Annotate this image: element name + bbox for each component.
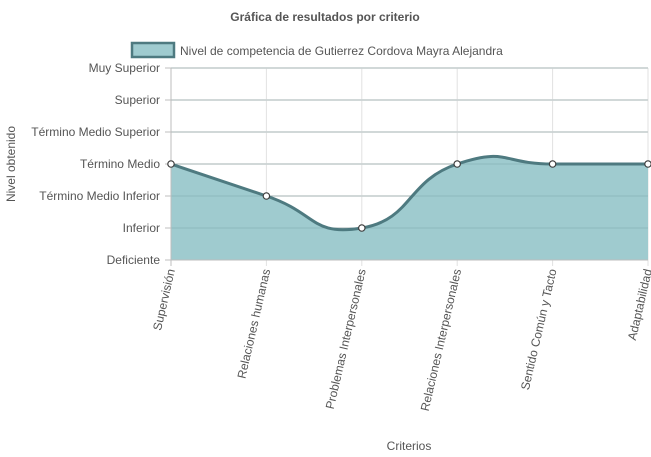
- x-axis-title: Criterios: [387, 439, 432, 453]
- y-tick-label: Muy Superior: [89, 61, 160, 75]
- y-tick-label: Término Medio Inferior: [39, 189, 160, 203]
- data-point[interactable]: [262, 192, 271, 200]
- x-tick-label: Sentido Común y Tacto: [518, 267, 560, 391]
- x-tick-label: Adaptabilidad: [625, 268, 651, 342]
- chart-title: Gráfica de resultados por criterio: [230, 10, 419, 24]
- series-area-fill: [171, 156, 648, 260]
- legend-label: Nivel de competencia de Gutierrez Cordov…: [180, 44, 503, 58]
- y-tick-label: Inferior: [123, 221, 160, 235]
- data-point[interactable]: [167, 160, 175, 168]
- y-axis-title: Nivel obtenido: [4, 126, 18, 202]
- x-tick-label: Relaciones Interpersonales: [418, 268, 464, 413]
- legend-swatch: [130, 41, 176, 59]
- data-points: [167, 160, 651, 232]
- data-point[interactable]: [357, 224, 366, 232]
- y-tick-label: Superior: [115, 93, 160, 107]
- y-tick-label: Término Medio: [80, 157, 160, 171]
- chart-legend[interactable]: Nivel de competencia de Gutierrez Cordov…: [130, 41, 503, 59]
- x-tick-label: Supervisión: [150, 268, 178, 332]
- y-tick-label: Término Medio Superior: [31, 125, 160, 139]
- data-point[interactable]: [548, 160, 557, 168]
- data-point[interactable]: [453, 160, 462, 168]
- y-tick-label: Deficiente: [107, 253, 161, 267]
- y-axis-tick-labels: Deficiente Inferior Término Medio Inferior…: [31, 61, 160, 267]
- x-axis-tick-labels: Supervisión Relaciones humanas Problemas I…: [150, 267, 651, 412]
- data-point[interactable]: [644, 160, 651, 168]
- x-tick-label: Relaciones humanas: [234, 268, 273, 380]
- x-tick-label: Problemas Interpersonales: [323, 268, 369, 411]
